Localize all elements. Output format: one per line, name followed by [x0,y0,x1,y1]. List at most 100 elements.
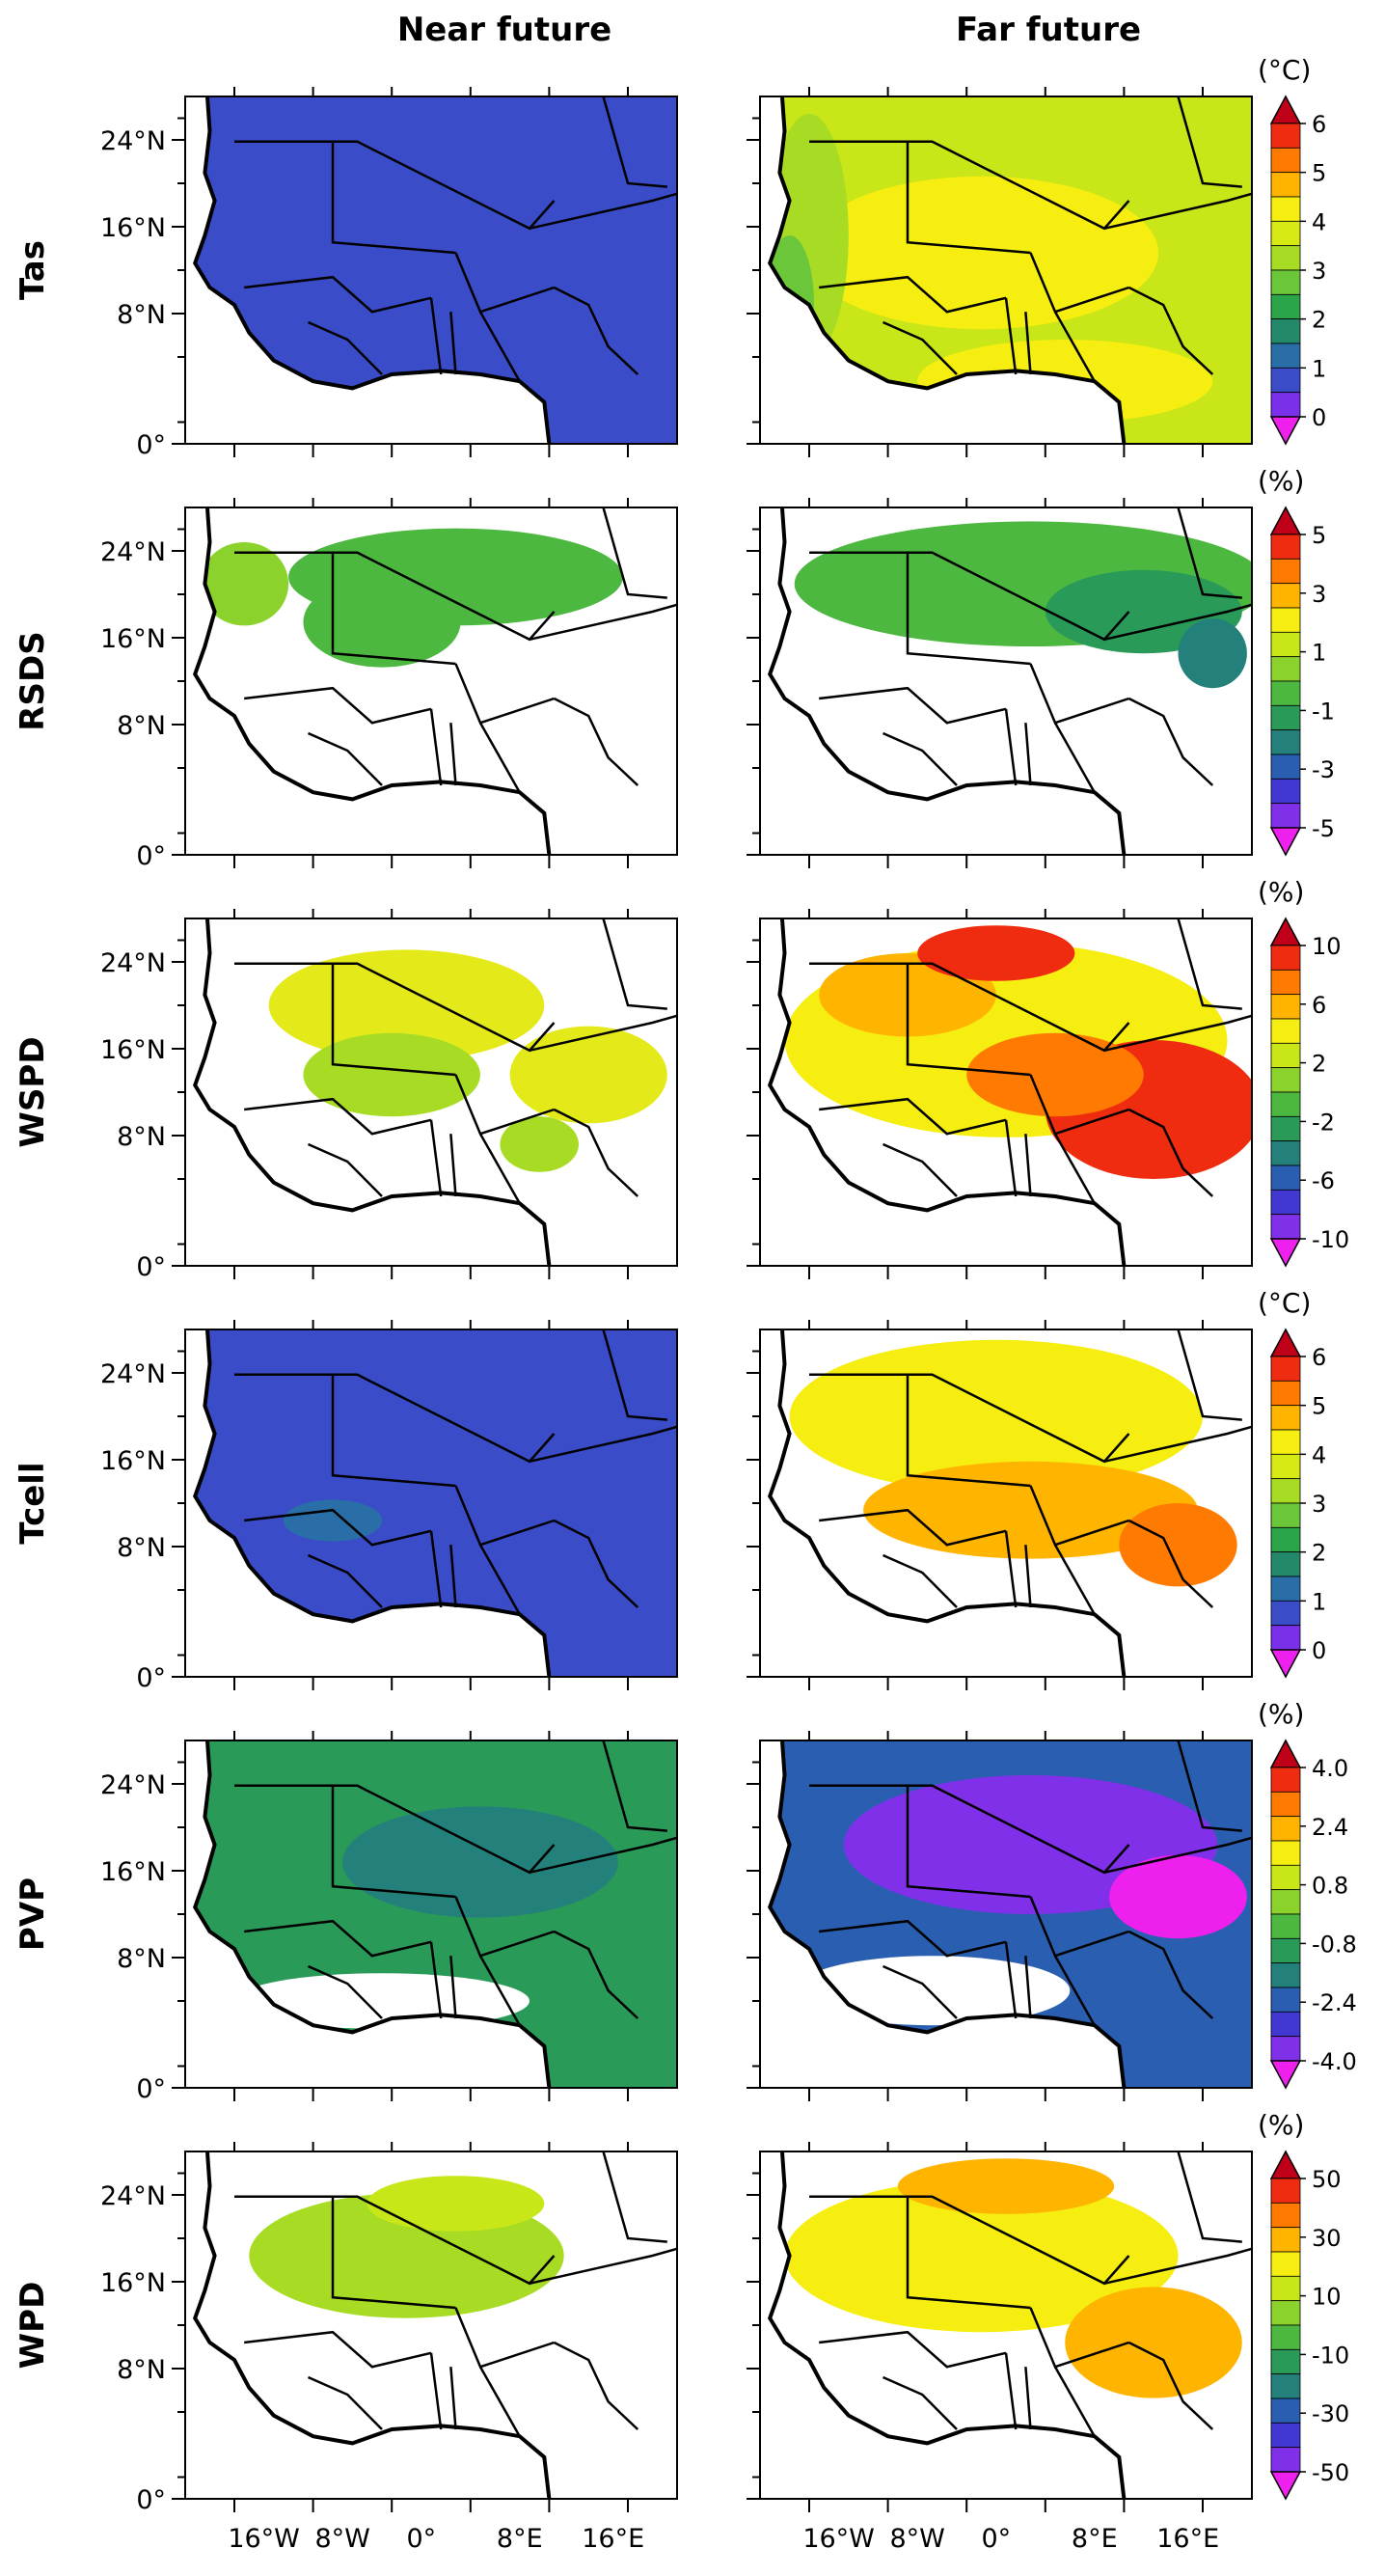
country-border [307,731,383,786]
field-region [284,1499,382,1542]
colorbar-label: 5 [1312,160,1326,187]
field-region [367,2176,545,2232]
country-border [906,963,1031,1077]
country-border [809,140,1130,231]
map-panel-far [747,498,1253,868]
colorbar-min-arrow [1269,1649,1302,1679]
map-panel-near: 24°N 16°N 8°N 0° [100,87,678,460]
row-tcell: Tcell 24°N 16°N 8°N 0° 6 5 4 3 2 1 0 (°C) [14,1287,1326,1693]
colorbar-label: 6 [1312,1344,1326,1371]
country-border [331,1785,456,1899]
colorbar-label: 50 [1312,2166,1342,2193]
field-region [794,1956,1071,2026]
colorbar-segment [1270,123,1301,149]
colorbar-label: 1 [1312,640,1326,667]
country-border [449,312,457,375]
colorbar-segment [1270,1356,1301,1382]
colorbar-label: 6 [1312,111,1326,138]
country-border [602,507,667,599]
column-title-far: Far future [956,11,1141,49]
colorbar-segment [1270,1840,1301,1866]
colorbar-segment [1270,1429,1301,1455]
row-label: Tcell [14,1462,52,1544]
country-border [882,731,958,786]
colorbar-segment [1270,1405,1301,1431]
country-border [882,1964,958,2019]
country-border [529,1014,678,1053]
x-tick-label: 16°W [802,2524,875,2554]
country-border [307,320,383,375]
country-border [819,1508,1007,1547]
coastline [767,918,1127,1267]
colorbar-segment [1270,1600,1301,1627]
colorbar-label: 2 [1312,1540,1326,1567]
country-border [429,708,443,786]
colorbar-segment [1270,367,1301,394]
colorbar-min-arrow [1269,2060,1302,2090]
coastline [192,507,552,856]
colorbar-label: -50 [1312,2459,1349,2486]
coastline [767,1329,1127,1678]
colorbar-segment [1270,534,1301,560]
country-border [429,297,443,375]
x-tick-label: 16°E [1156,2524,1219,2554]
colorbar-label: 4 [1312,208,1326,235]
colorbar-segment [1270,1214,1301,1240]
country-border [244,1097,432,1136]
country-border [1103,2247,1253,2286]
map-panel-near: 24°N 16°N 8°N 0° [100,1320,678,1693]
field-region [200,542,289,626]
y-tick-label: 0° [136,1252,166,1282]
country-border [244,1919,432,1958]
colorbar-max-arrow [1269,917,1302,946]
colorbar-segment [1270,2348,1301,2375]
country-border [331,1374,456,1488]
colorbar-unit: (%) [1258,2109,1304,2141]
colorbar-segment [1270,1937,1301,1964]
colorbar-label: 3 [1312,1491,1326,1518]
x-tick-label: 0° [981,2524,1011,2554]
colorbar-segment [1270,269,1301,295]
colorbar-label: 0.8 [1312,1873,1348,1900]
colorbar-unit: (%) [1258,1698,1304,1730]
country-border [449,723,457,786]
country-border [449,1956,457,2019]
country-border [1103,1425,1253,1464]
row-label: WPD [14,2282,52,2370]
field-region [784,2179,1179,2333]
colorbar-segment [1270,1551,1301,1577]
panel-rows: Tas24°N16°N8°N0°6543210(°C)RSDS24°N16°N8… [14,54,1357,2554]
colorbar-unit: (°C) [1258,54,1311,86]
colorbar: 50 30 10 -10 -30 -50 (%) [1258,2109,1349,2501]
row-label: WSPD [14,1036,52,1147]
field-region [966,1032,1144,1117]
country-border [478,1955,521,2026]
map-panel-far [747,1731,1253,2101]
country-border [1127,1519,1214,1608]
row-label: Tas [14,240,52,300]
colorbar-segment [1270,2178,1301,2204]
map-panel-near: 24°N 16°N 8°N 0° 16°W 8°W 0° 8°E 16°E [100,2142,678,2554]
colorbar-segment [1270,1625,1301,1651]
map-panel-near: 24°N 16°N 8°N 0° [100,498,678,871]
colorbar-segment [1270,2398,1301,2424]
colorbar-segment [1270,2275,1301,2302]
country-border [1103,1014,1253,1053]
colorbar-segment [1270,1189,1301,1216]
y-tick-label: 24°N [100,2181,166,2211]
colorbar-label: -2 [1312,1109,1335,1136]
country-border [234,962,556,1053]
colorbar-unit: (%) [1258,465,1304,497]
country-border [1024,1545,1032,1608]
country-border [882,1142,958,1197]
country-border [1177,918,1242,1010]
country-border [1053,2366,1096,2437]
colorbar-label: -5 [1312,815,1335,842]
y-tick-label: 8°N [117,1122,166,1152]
row-pvp: PVP 24°N 16°N 8°N 0° 4.0 2.4 0.8 -0.8 -2.4 -4.0 (%) [14,1698,1357,2104]
colorbar-segment [1270,2300,1301,2326]
colorbar-segment [1270,172,1301,198]
colorbar-segment [1270,1478,1301,1504]
coastline [192,1329,552,1678]
